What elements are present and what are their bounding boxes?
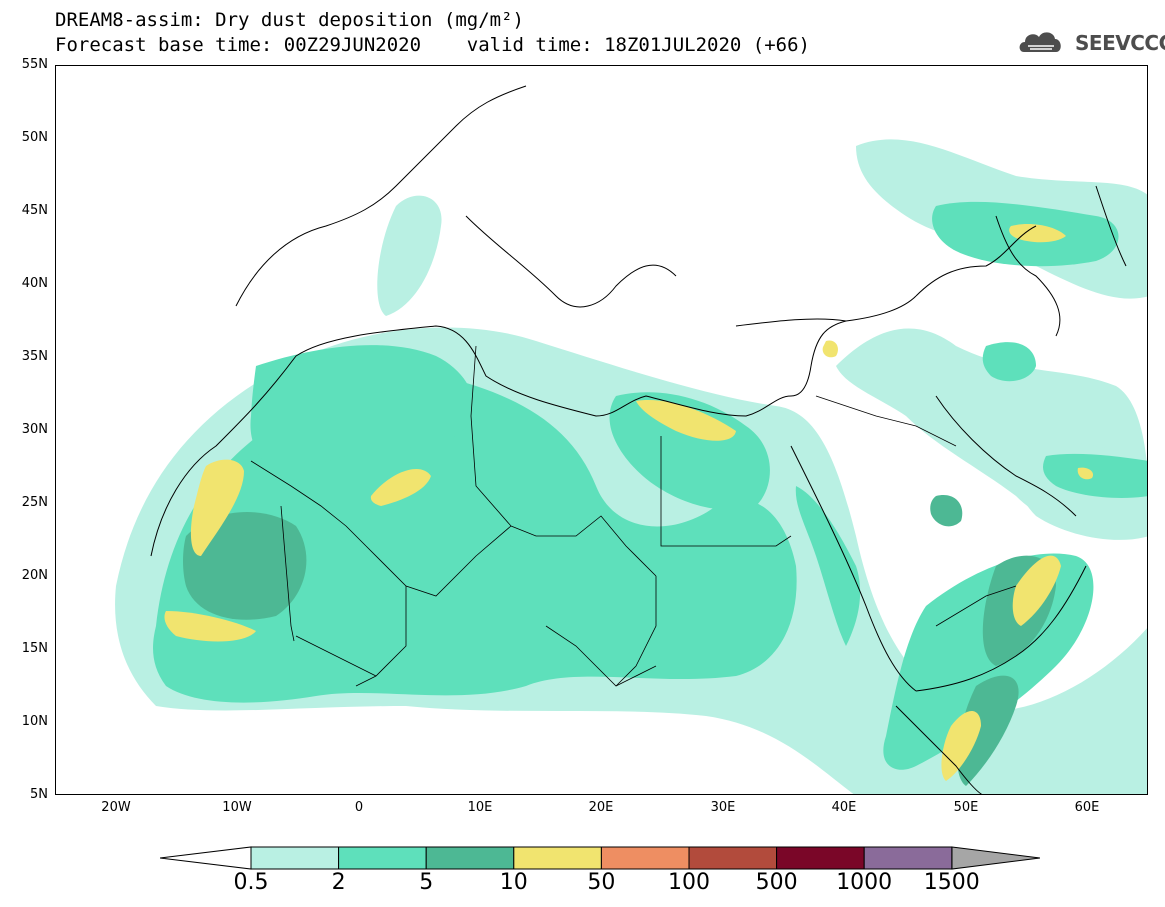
logo-text: SEEVCCC	[1075, 31, 1165, 55]
colorbar-high-arrow	[951, 846, 1040, 870]
lat-label: 10N	[21, 714, 48, 729]
country-borders	[250, 345, 1017, 687]
lat-label: 15N	[21, 641, 48, 656]
colorbar-swatch	[250, 846, 340, 870]
colorbar-label: 100	[668, 870, 710, 895]
dust-level-2	[153, 201, 1147, 770]
lon-label: 10E	[467, 800, 493, 815]
colorbar-label: 1500	[923, 870, 980, 895]
lon-label: 20W	[101, 800, 131, 815]
colorbar-swatch	[776, 846, 865, 870]
lon-label: 30E	[710, 800, 736, 815]
lon-label: 0	[354, 800, 364, 815]
colorbar-label: 1000	[836, 870, 893, 895]
map-panel	[55, 65, 1148, 795]
colorbar-label: 10	[499, 870, 528, 895]
lon-label: 40E	[831, 800, 857, 815]
dust-map	[56, 66, 1147, 794]
lat-label: 30N	[21, 422, 48, 437]
colorbar-swatch	[688, 846, 778, 870]
coastlines	[150, 85, 1127, 794]
lon-label: 20E	[588, 800, 614, 815]
colorbar	[160, 846, 1040, 870]
cloud-icon	[1019, 32, 1061, 52]
lon-label: 10W	[222, 800, 252, 815]
lat-label: 35N	[21, 349, 48, 364]
colorbar-swatch	[513, 846, 602, 870]
colorbar-low-arrow	[160, 846, 252, 870]
lat-label: 45N	[21, 203, 48, 218]
colorbar-label: 2	[331, 870, 346, 895]
lon-label: 60E	[1074, 800, 1100, 815]
colorbar-swatch	[338, 846, 427, 870]
colorbar-label: 50	[587, 870, 616, 895]
colorbar-label: 0.5	[233, 870, 269, 895]
lat-label: 20N	[21, 568, 48, 583]
chart-subtitle: Forecast base time: 00Z29JUN2020 valid t…	[55, 34, 810, 56]
colorbar-swatch	[600, 846, 690, 870]
colorbar-label: 500	[755, 870, 798, 895]
lat-label: 55N	[21, 57, 48, 72]
colorbar-label: 5	[419, 870, 434, 895]
lat-label: 40N	[21, 276, 48, 291]
lat-label: 50N	[21, 130, 48, 145]
colorbar-swatch	[425, 846, 515, 870]
lat-label: 25N	[21, 495, 48, 510]
lon-label: 50E	[953, 800, 979, 815]
lat-label: 5N	[30, 787, 48, 802]
chart-title: DREAM8-assim: Dry dust deposition (mg/m²…	[55, 9, 524, 31]
colorbar-swatch	[863, 846, 953, 870]
dust-level-10	[164, 224, 1094, 781]
